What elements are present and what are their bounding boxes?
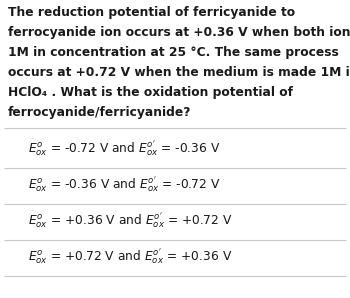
Text: 1M in concentration at 25 °C. The same process: 1M in concentration at 25 °C. The same p…: [8, 46, 339, 59]
Text: ferrocyanide ion occurs at +0.36 V when both ions are: ferrocyanide ion occurs at +0.36 V when …: [8, 26, 350, 39]
Text: The reduction potential of ferricyanide to: The reduction potential of ferricyanide …: [8, 6, 295, 19]
Text: ferrocyanide/ferricyanide?: ferrocyanide/ferricyanide?: [8, 106, 191, 119]
Text: $E_{ox}^{o}$ = -0.36 V and $E_{ox}^{o'}$ = -0.72 V: $E_{ox}^{o}$ = -0.36 V and $E_{ox}^{o'}$…: [28, 174, 221, 194]
Text: $E_{ox}^{o}$ = -0.72 V and $E_{ox}^{o'}$ = -0.36 V: $E_{ox}^{o}$ = -0.72 V and $E_{ox}^{o'}$…: [28, 138, 221, 158]
Text: $E_{ox}^{o}$ = +0.72 V and $E_{ox}^{o'}$ = +0.36 V: $E_{ox}^{o}$ = +0.72 V and $E_{ox}^{o'}$…: [28, 246, 232, 266]
Text: $E_{ox}^{o}$ = +0.36 V and $E_{ox}^{o'}$ = +0.72 V: $E_{ox}^{o}$ = +0.36 V and $E_{ox}^{o'}$…: [28, 210, 232, 230]
Text: occurs at +0.72 V when the medium is made 1M in: occurs at +0.72 V when the medium is mad…: [8, 66, 350, 79]
Text: HClO₄ . What is the oxidation potential of: HClO₄ . What is the oxidation potential …: [8, 86, 293, 99]
